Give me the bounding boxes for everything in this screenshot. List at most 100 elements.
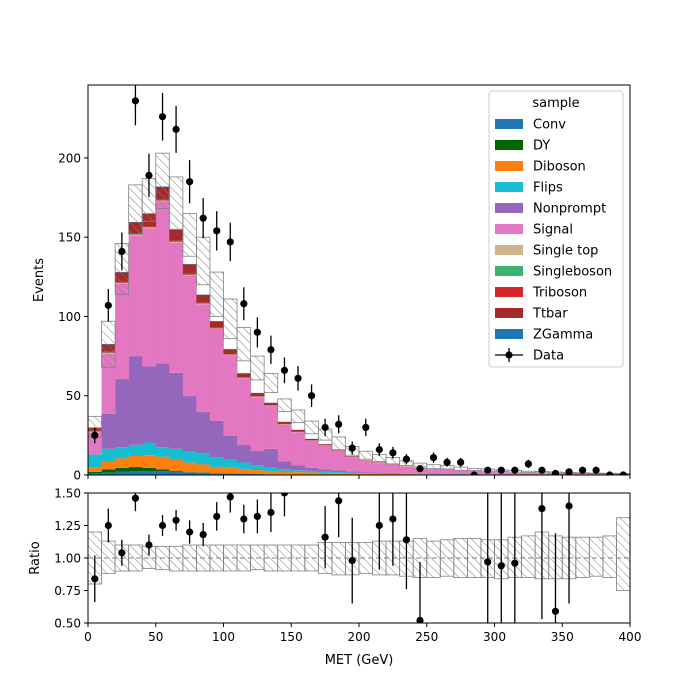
x-tick-label: 250 [415,630,438,644]
bar-segment [386,465,401,473]
bar-segment [331,451,346,471]
ratio-point [226,493,234,501]
bar-segment [88,467,102,472]
bar-segment [169,229,184,241]
bar-segment [115,379,130,448]
main-y-axis-label: Events [32,258,47,302]
ratio-point [118,549,126,557]
ratio-point [416,616,424,623]
data-point [470,471,478,475]
x-tick-label: 0 [84,630,92,644]
bar-segment [399,474,414,475]
ratio-y-ticks: 0.50 0.75 1.00 1.25 1.50 [54,487,88,631]
ratio-point [267,508,275,517]
bar-segment [128,356,143,445]
ratio-band-bin [602,535,617,578]
bar-segment [209,327,224,329]
bar-segment [196,472,211,475]
data-point [253,328,261,336]
bar-segment [142,471,157,475]
bar-segment [223,459,238,468]
data-point [145,171,153,179]
series-dy [88,467,251,474]
series-nonprompt [101,356,563,475]
bar-segment [304,472,319,475]
bar-segment [250,451,265,466]
bar-segment [426,468,441,474]
legend-label: Ttbar [532,307,568,322]
ratio-point [240,515,248,523]
ratio-plot-area [88,493,630,623]
ratio-band-bin [616,517,630,591]
bar-segment [237,445,251,463]
ratio-point [484,558,492,566]
data-point [389,449,397,457]
bar-segment [196,412,211,454]
bar-segment [169,241,184,243]
uncertainty-bin [304,420,319,435]
bar-segment [155,201,170,364]
bar-segment [237,468,251,474]
uncertainty-bin [466,467,482,471]
bar-segment [264,448,279,468]
bar-segment [291,472,306,475]
uncertainty-bin [195,236,211,286]
bar-segment [291,465,306,471]
bar-segment [128,471,143,475]
data-point [362,423,370,432]
bar-segment [101,469,116,473]
y-tick-label: 0.50 [54,617,81,631]
bar-segment [304,467,319,471]
bar-segment [101,353,116,414]
ratio-point [280,493,289,497]
uncertainty-bin [290,409,306,424]
bar-segment [331,472,346,474]
uncertainty-bin [223,298,238,340]
legend-swatch [495,266,523,276]
bar-segment [182,275,197,397]
bar-segment [128,235,143,357]
ratio-band-bin [250,544,265,571]
legend-label: DY [533,139,550,154]
bar-segment [237,473,251,475]
ratio-point [172,516,180,524]
bar-segment [169,459,184,472]
legend-label: Conv [533,118,566,133]
bar-segment [142,227,157,229]
bar-segment [250,393,265,397]
bar-segment [277,471,292,475]
uncertainty-bin [521,470,536,473]
uncertainty-bin [168,176,184,230]
ratio-point [91,575,99,583]
bar-segment [182,273,197,275]
legend-frame [488,90,624,368]
y-tick-label: 1.00 [54,552,81,566]
ratio-point [348,557,356,565]
bar-segment [196,302,211,304]
y-tick-label: 150 [58,231,81,245]
bar-segment [399,466,414,474]
series-signal [88,201,630,475]
data-point [606,471,614,475]
ratio-point [375,521,383,530]
bar-segment [101,472,116,475]
data-point [619,471,627,475]
bar-segment [318,445,333,470]
x-tick-label: 300 [483,630,506,644]
ratio-point [389,515,397,523]
bar-segment [115,458,130,468]
bar-segment [304,440,319,468]
bar-segment [318,471,333,473]
bar-segment [115,283,130,380]
data-point [538,466,546,474]
x-axis-label: MET (GeV) [325,653,394,668]
ratio-point [511,559,519,567]
bar-segment [142,366,157,443]
bar-segment [88,471,102,474]
bar-segment [196,303,211,305]
bar-segment [128,455,143,468]
bar-segment [386,474,401,475]
bar-segment [372,463,387,473]
ratio-band-bin [101,540,116,574]
data-point [484,466,492,474]
